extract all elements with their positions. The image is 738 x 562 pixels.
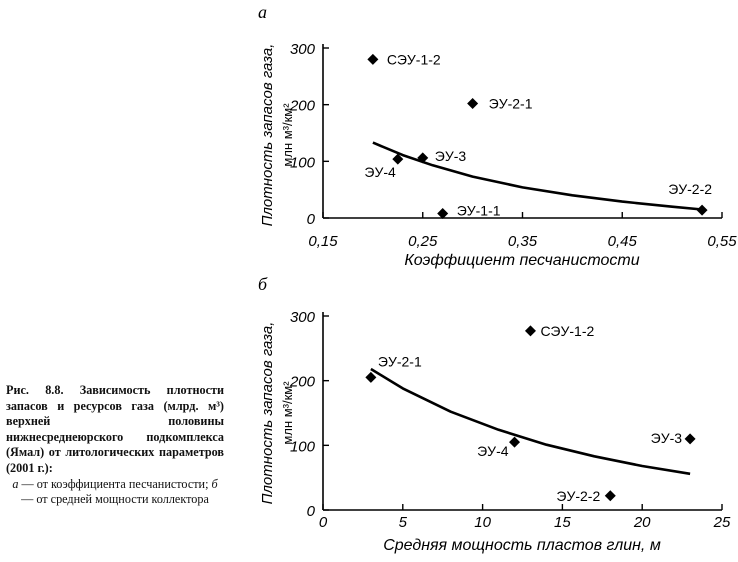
caption-title: Рис. 8.8. Зависимость плотности запасов … bbox=[6, 383, 224, 475]
data-point bbox=[696, 204, 708, 216]
x-tick-label: 0,45 bbox=[608, 233, 638, 250]
y-tick-label: 0 bbox=[307, 211, 316, 228]
data-point-label: СЭУ-1-2 bbox=[387, 51, 441, 67]
figure-caption: Рис. 8.8. Зависимость плотности запасов … bbox=[6, 383, 224, 508]
data-point-label: ЭУ-2-1 bbox=[378, 353, 422, 369]
data-point-label: СЭУ-1-2 bbox=[540, 323, 594, 339]
data-point bbox=[604, 490, 616, 502]
caption-b-letter: б bbox=[211, 476, 218, 491]
data-point-label: ЭУ-1-1 bbox=[457, 202, 501, 218]
x-tick-label: 25 bbox=[713, 514, 731, 531]
data-point bbox=[524, 325, 536, 337]
y-tick-label: 100 bbox=[290, 438, 316, 455]
y-tick-label: 300 bbox=[290, 309, 316, 326]
x-tick-label: 15 bbox=[554, 514, 571, 531]
y-axis-label: Плотность запасов газа, bbox=[259, 44, 276, 227]
x-axis-label: Средняя мощность пластов глин, м bbox=[383, 537, 661, 554]
data-point-label: ЭУ-2-2 bbox=[668, 181, 712, 197]
x-tick-label: 0,15 bbox=[308, 233, 338, 250]
y-tick-label: 300 bbox=[290, 41, 316, 58]
y-tick-label: 100 bbox=[290, 154, 316, 171]
x-tick-label: 0,25 bbox=[408, 233, 438, 250]
caption-a-text: — от коэффициента песчанистости; bbox=[18, 476, 209, 491]
data-point bbox=[392, 153, 404, 165]
y-tick-label: 0 bbox=[307, 503, 316, 520]
y-tick-label: 200 bbox=[289, 374, 316, 391]
data-point bbox=[684, 433, 696, 445]
y-axis-label: Плотность запасов газа, bbox=[259, 322, 276, 505]
panel-letter: б bbox=[258, 274, 268, 294]
x-tick-label: 0 bbox=[319, 514, 328, 531]
x-tick-label: 10 bbox=[474, 514, 491, 531]
panel-letter: а bbox=[258, 2, 267, 22]
caption-subtitle-line: а — от коэффициента песчанистости; б — о… bbox=[6, 477, 224, 508]
y-tick-label: 200 bbox=[289, 98, 316, 115]
data-point bbox=[509, 436, 521, 448]
data-point-label: ЭУ-2-1 bbox=[489, 96, 533, 112]
data-point-label: ЭУ-2-2 bbox=[556, 488, 600, 504]
x-tick-label: 20 bbox=[633, 514, 651, 531]
data-point bbox=[437, 207, 449, 219]
data-point-label: ЭУ-3 bbox=[435, 148, 467, 164]
caption-b-text: — от средней мощности коллектора bbox=[21, 492, 209, 507]
data-point-label: ЭУ-4 bbox=[364, 164, 396, 180]
y-axis-unit-label: млн м³/км² bbox=[280, 103, 295, 167]
x-tick-label: 0,35 bbox=[508, 233, 538, 250]
y-axis-unit-label: млн м³/км² bbox=[280, 381, 295, 445]
data-point bbox=[417, 152, 429, 164]
data-point bbox=[367, 53, 379, 65]
trend-line bbox=[372, 141, 703, 211]
x-axis-label: Коэффициент песчанистости bbox=[404, 252, 639, 269]
trend-line bbox=[370, 367, 691, 476]
x-tick-label: 0,55 bbox=[707, 233, 737, 250]
data-point-label: ЭУ-4 bbox=[477, 443, 509, 459]
data-point bbox=[365, 371, 377, 383]
data-point bbox=[467, 98, 479, 110]
data-point-label: ЭУ-3 bbox=[651, 430, 683, 446]
x-tick-label: 5 bbox=[399, 514, 408, 531]
caption-a-letter: а bbox=[12, 476, 19, 491]
